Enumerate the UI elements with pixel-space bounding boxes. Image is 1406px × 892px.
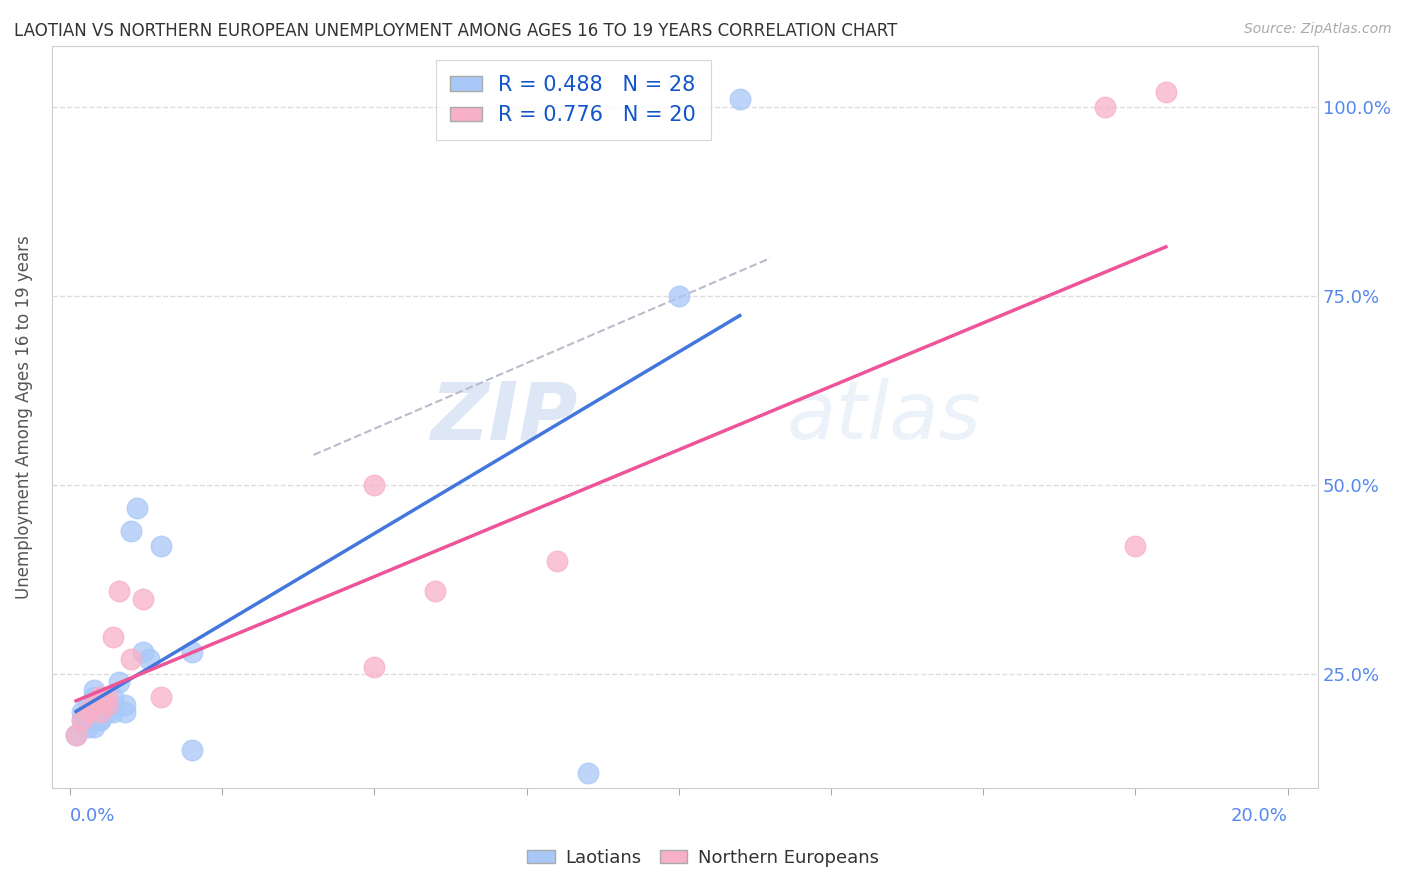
Point bbox=[125, 500, 148, 515]
Point bbox=[70, 713, 93, 727]
Point bbox=[138, 652, 160, 666]
Point bbox=[180, 743, 202, 757]
Point bbox=[77, 713, 100, 727]
Point bbox=[150, 690, 173, 705]
Point bbox=[425, 584, 447, 599]
Legend: R = 0.488   N = 28, R = 0.776   N = 20: R = 0.488 N = 28, R = 0.776 N = 20 bbox=[436, 61, 710, 140]
Point bbox=[576, 765, 599, 780]
Point bbox=[101, 630, 124, 644]
Point bbox=[96, 698, 118, 712]
Point bbox=[70, 706, 93, 720]
Point bbox=[114, 706, 136, 720]
Point bbox=[83, 682, 105, 697]
Text: 20.0%: 20.0% bbox=[1230, 807, 1288, 825]
Point bbox=[89, 713, 111, 727]
Point bbox=[83, 720, 105, 734]
Point bbox=[132, 591, 155, 606]
Point bbox=[96, 706, 118, 720]
Point bbox=[101, 706, 124, 720]
Point bbox=[107, 584, 129, 599]
Point bbox=[150, 539, 173, 553]
Text: LAOTIAN VS NORTHERN EUROPEAN UNEMPLOYMENT AMONG AGES 16 TO 19 YEARS CORRELATION : LAOTIAN VS NORTHERN EUROPEAN UNEMPLOYMEN… bbox=[14, 22, 897, 40]
Point bbox=[180, 645, 202, 659]
Point bbox=[77, 706, 100, 720]
Point bbox=[89, 690, 111, 705]
Point bbox=[1125, 539, 1147, 553]
Point bbox=[1094, 100, 1116, 114]
Point bbox=[668, 289, 690, 303]
Point bbox=[546, 554, 568, 568]
Text: atlas: atlas bbox=[786, 378, 981, 456]
Point bbox=[107, 675, 129, 690]
Text: 0.0%: 0.0% bbox=[70, 807, 115, 825]
Point bbox=[120, 652, 142, 666]
Point bbox=[120, 524, 142, 538]
Point bbox=[96, 690, 118, 705]
Point bbox=[83, 698, 105, 712]
Point bbox=[1154, 85, 1177, 99]
Point bbox=[77, 720, 100, 734]
Y-axis label: Unemployment Among Ages 16 to 19 years: Unemployment Among Ages 16 to 19 years bbox=[15, 235, 32, 599]
Point bbox=[65, 728, 87, 742]
Point bbox=[132, 645, 155, 659]
Point bbox=[89, 713, 111, 727]
Point bbox=[363, 660, 385, 674]
Point bbox=[363, 478, 385, 492]
Point bbox=[70, 713, 93, 727]
Point bbox=[65, 728, 87, 742]
Point bbox=[77, 698, 100, 712]
Point bbox=[114, 698, 136, 712]
Point bbox=[89, 706, 111, 720]
Text: ZIP: ZIP bbox=[430, 378, 578, 456]
Point bbox=[96, 698, 118, 712]
Legend: Laotians, Northern Europeans: Laotians, Northern Europeans bbox=[520, 842, 886, 874]
Point bbox=[101, 690, 124, 705]
Point bbox=[728, 92, 751, 106]
Text: Source: ZipAtlas.com: Source: ZipAtlas.com bbox=[1244, 22, 1392, 37]
Point bbox=[83, 690, 105, 705]
